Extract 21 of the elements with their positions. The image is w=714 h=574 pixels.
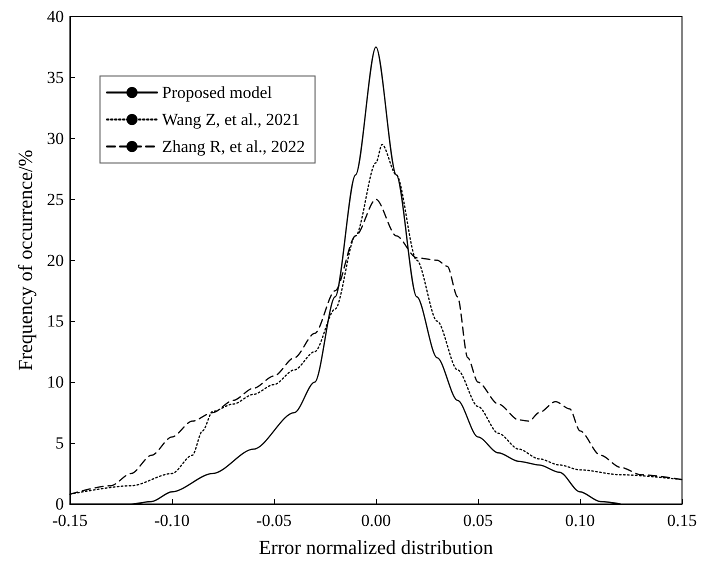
x-tick-label: 0.00 xyxy=(361,511,391,530)
x-tick-label: 0.15 xyxy=(667,511,697,530)
y-tick-label: 5 xyxy=(55,434,64,453)
legend-label: Proposed model xyxy=(162,83,272,102)
y-tick-label: 20 xyxy=(46,250,64,270)
x-tick-label: -0.15 xyxy=(52,511,88,530)
legend-label: Wang Z, et al., 2021 xyxy=(162,110,300,129)
x-tick-label: -0.10 xyxy=(154,511,190,530)
y-tick-label: 0 xyxy=(55,494,64,514)
y-axis-title: Frequency of occurrence/% xyxy=(15,150,37,371)
y-tick-label: 40 xyxy=(46,7,64,26)
x-tick-label: 0.10 xyxy=(565,511,595,530)
x-tick-label: 0.05 xyxy=(463,511,493,530)
y-tick-label: 10 xyxy=(46,372,64,392)
y-tick-label: 30 xyxy=(46,128,64,148)
x-tick-label: -0.05 xyxy=(256,511,292,530)
x-axis-title: Error normalized distribution xyxy=(258,537,494,559)
legend-label: Zhang R, et al., 2022 xyxy=(162,137,306,156)
y-tick-label: 35 xyxy=(46,68,64,87)
y-tick-label: 15 xyxy=(46,312,64,331)
y-tick-label: 25 xyxy=(46,190,64,209)
